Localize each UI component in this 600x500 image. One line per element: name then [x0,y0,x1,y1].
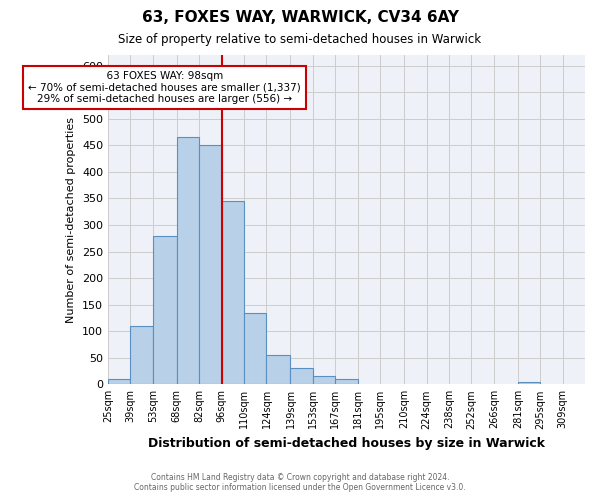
Text: Size of property relative to semi-detached houses in Warwick: Size of property relative to semi-detach… [118,32,482,46]
Bar [266,355,290,384]
Bar [199,146,221,384]
Bar [177,138,199,384]
Bar [130,326,153,384]
Bar [518,382,540,384]
Bar [313,376,335,384]
Bar [221,201,244,384]
Text: Contains HM Land Registry data © Crown copyright and database right 2024.
Contai: Contains HM Land Registry data © Crown c… [134,473,466,492]
X-axis label: Distribution of semi-detached houses by size in Warwick: Distribution of semi-detached houses by … [148,437,545,450]
Bar [335,379,358,384]
Bar [244,312,266,384]
Bar [153,236,177,384]
Bar [108,379,130,384]
Text: 63 FOXES WAY: 98sqm  
← 70% of semi-detached houses are smaller (1,337)
29% of s: 63 FOXES WAY: 98sqm ← 70% of semi-detach… [28,71,301,104]
Text: 63, FOXES WAY, WARWICK, CV34 6AY: 63, FOXES WAY, WARWICK, CV34 6AY [142,10,458,25]
Bar [290,368,313,384]
Y-axis label: Number of semi-detached properties: Number of semi-detached properties [67,116,76,322]
